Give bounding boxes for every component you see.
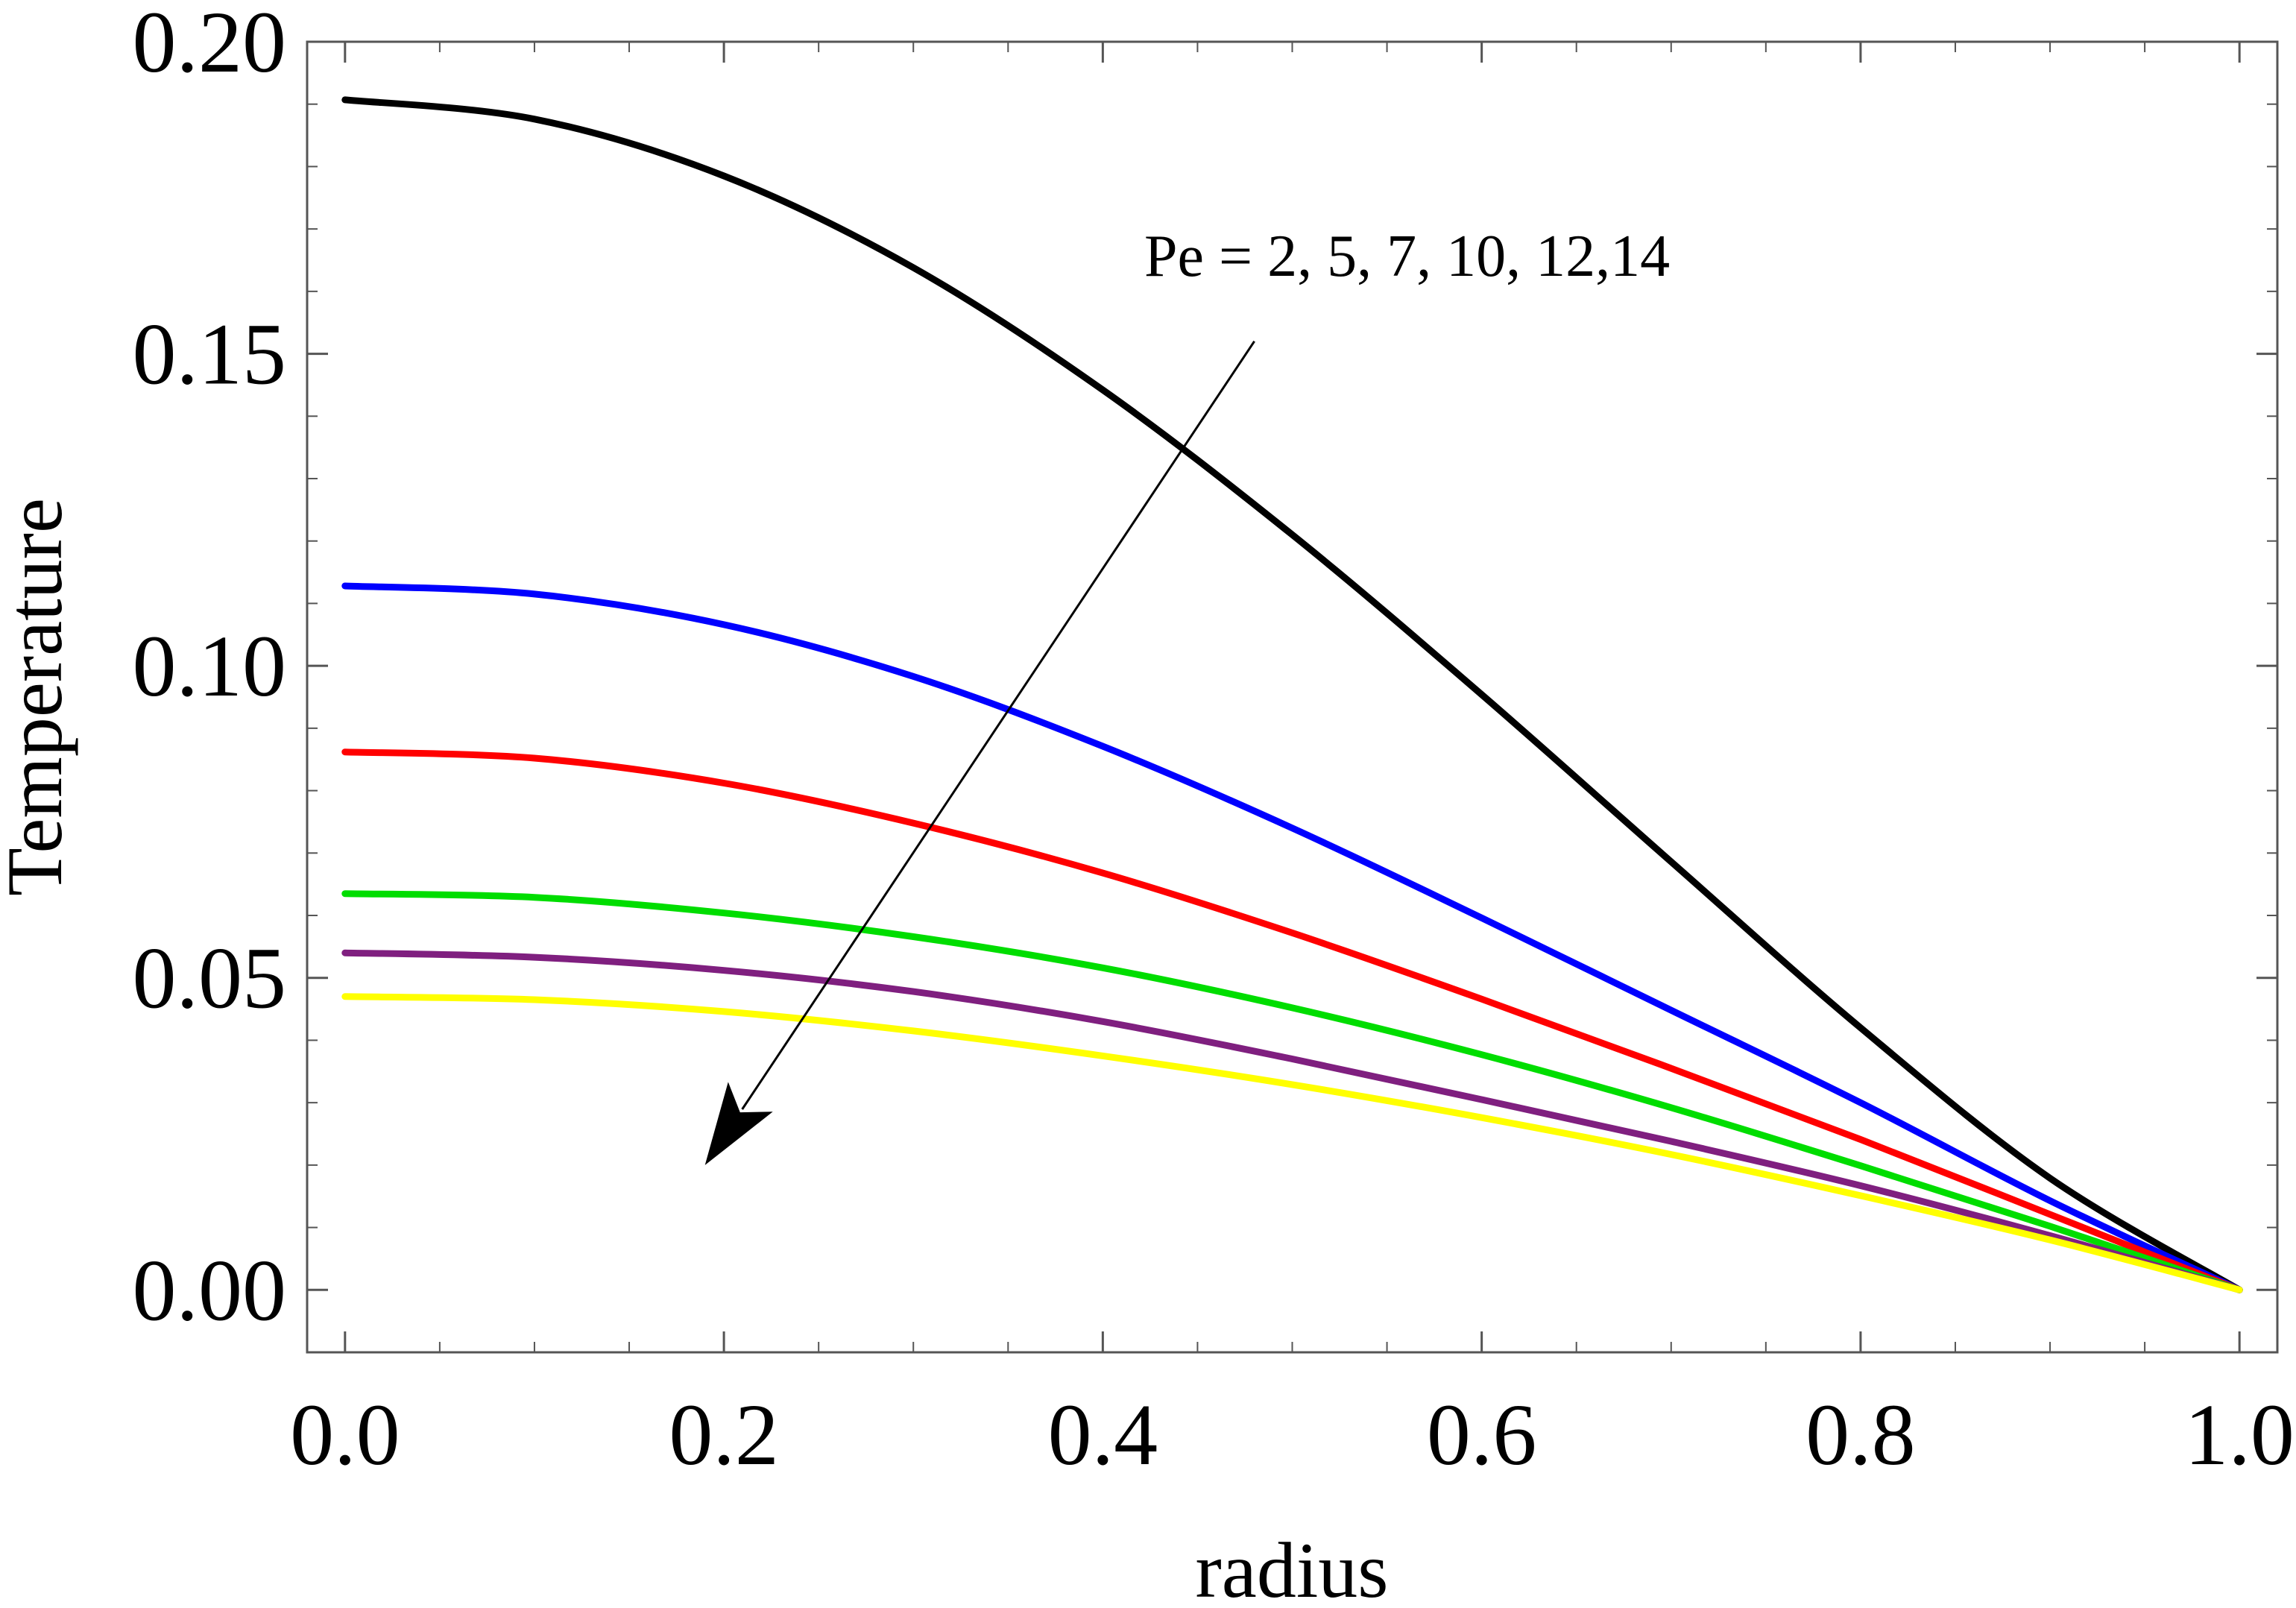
series-line-pe-5 <box>341 582 2243 1293</box>
series-line-pe-7 <box>341 748 2243 1293</box>
y-tick-label: 0.05 <box>133 930 287 1027</box>
x-tick-label: 0.8 <box>1805 1386 1916 1484</box>
y-tick-label: 0.20 <box>133 0 287 91</box>
series-line-pe-12 <box>341 949 2243 1293</box>
x-tick-label: 0.2 <box>669 1386 779 1484</box>
annotation-label: Pe = 2, 5, 7, 10, 12,14 <box>1144 224 1670 289</box>
plot-curves <box>341 96 2243 1293</box>
annotation-arrowhead <box>704 1082 773 1165</box>
axis-ticks <box>307 40 2277 1353</box>
y-axis-title: Temperature <box>0 498 78 896</box>
tick-labels: 0.0 0.2 0.4 0.6 0.8 1.0 0.00 0.05 0.10 0.15 0.20 <box>133 0 2295 1484</box>
x-tick-label: 0.0 <box>290 1386 400 1484</box>
y-tick-label: 0.15 <box>133 306 287 403</box>
x-tick-label: 0.4 <box>1048 1386 1158 1484</box>
x-tick-label: 1.0 <box>2184 1386 2295 1484</box>
annotation-group: Pe = 2, 5, 7, 10, 12,14 <box>704 224 1670 1165</box>
x-axis-title: radius <box>1195 1527 1388 1608</box>
y-tick-label: 0.00 <box>133 1241 287 1339</box>
y-tick-label: 0.10 <box>133 617 287 715</box>
annotation-arrow <box>741 340 1255 1110</box>
series-line-pe-10 <box>341 890 2243 1293</box>
x-tick-label: 0.6 <box>1427 1386 1537 1484</box>
series-line-pe-14 <box>341 993 2243 1293</box>
series-line-pe-2 <box>341 96 2243 1293</box>
